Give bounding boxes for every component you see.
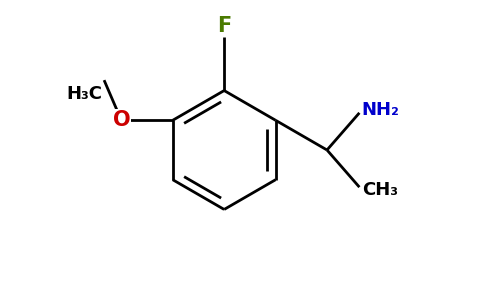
Text: F: F bbox=[217, 16, 231, 36]
Text: O: O bbox=[112, 110, 130, 130]
Text: NH₂: NH₂ bbox=[362, 101, 400, 119]
Text: CH₃: CH₃ bbox=[362, 181, 398, 199]
Text: H₃C: H₃C bbox=[67, 85, 103, 103]
